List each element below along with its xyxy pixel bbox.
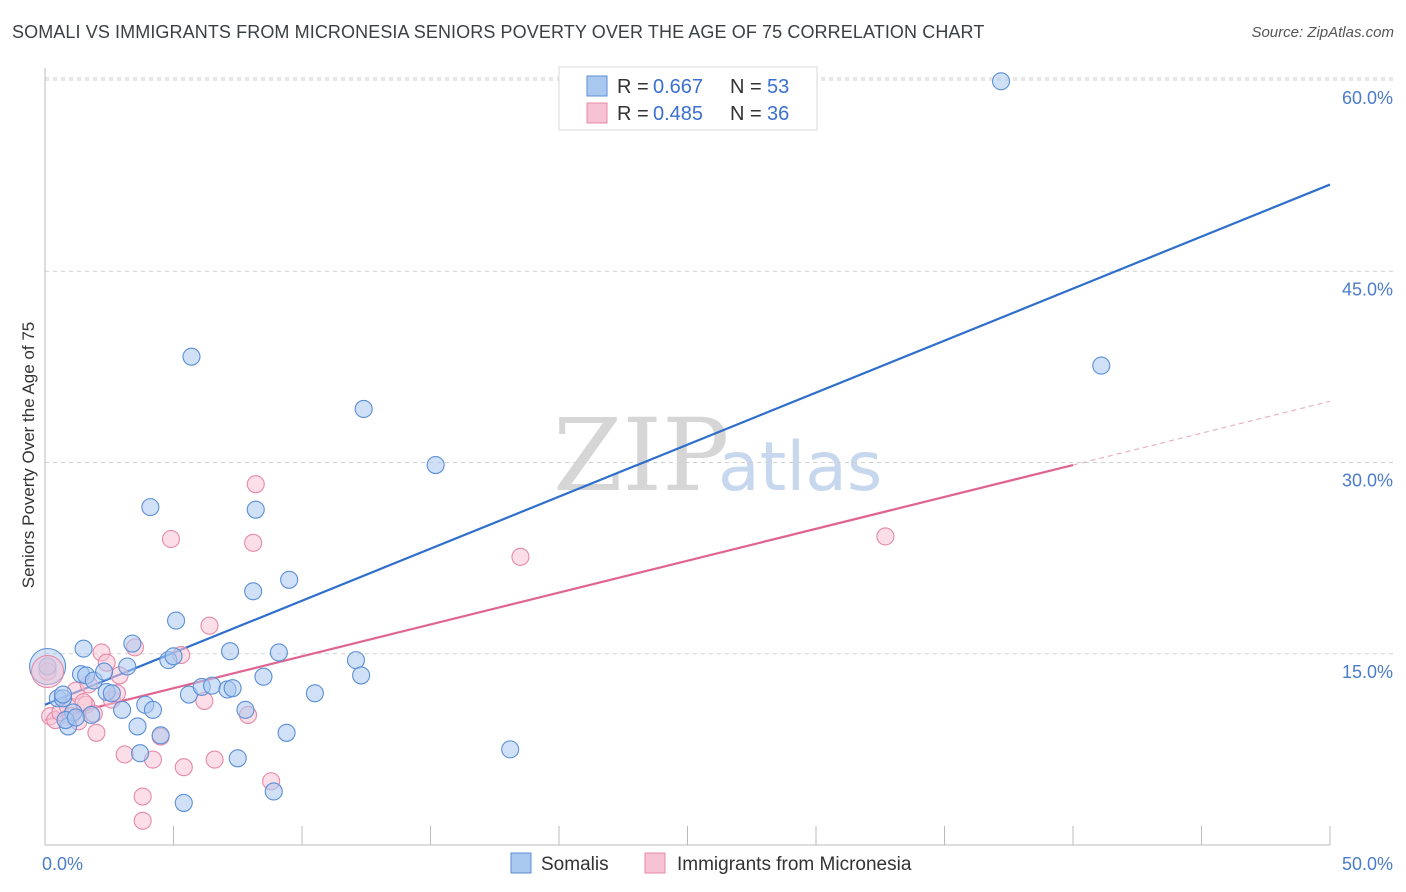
x-tick-label-max: 50.0% xyxy=(1342,854,1393,874)
somalis-point xyxy=(228,749,247,768)
somalis-point xyxy=(82,705,101,725)
gridlines xyxy=(45,77,1395,655)
somalis-point xyxy=(203,676,222,695)
bottom-legend-label-micronesia: Immigrants from Micronesia xyxy=(677,854,912,875)
somalis-point xyxy=(131,744,150,763)
somalis-point xyxy=(118,657,137,676)
micronesia-point xyxy=(205,750,224,769)
somalis-point xyxy=(426,455,445,475)
micronesia-point xyxy=(876,527,895,546)
micronesia-point xyxy=(133,811,152,830)
y-tick-label: 60.0% xyxy=(1342,88,1393,108)
legend-n-label-somalis: N = xyxy=(730,76,762,98)
somalis-point xyxy=(280,570,299,589)
legend-r-value-somalis: 0.667 xyxy=(653,76,703,98)
somalis-point xyxy=(220,642,240,661)
legend-n-label-micronesia: N = xyxy=(730,103,762,125)
data-points xyxy=(29,72,1111,830)
somalis-point xyxy=(264,782,283,801)
somalis-point xyxy=(167,611,186,630)
legend-swatch-somalis xyxy=(586,75,608,97)
somalis-point xyxy=(151,726,170,745)
somalis-point xyxy=(95,662,114,681)
somalis-point xyxy=(1092,356,1111,375)
somalis-point xyxy=(352,666,371,685)
y-tick-label: 45.0% xyxy=(1342,279,1393,299)
somalis-point xyxy=(182,347,201,366)
legend-r-label-somalis: R = xyxy=(617,76,649,98)
legend-swatch-micronesia xyxy=(586,102,608,124)
trend-line-extension-micronesia xyxy=(1072,400,1331,466)
bottom-legend-swatch-micronesia xyxy=(644,852,666,874)
somalis-point xyxy=(102,684,121,703)
somalis-point xyxy=(277,723,296,742)
watermark-zip: ZIP xyxy=(553,397,729,514)
top-legend: R = 0.667 N = 53 R = 0.485 N = 36 xyxy=(558,66,818,131)
somalis-point xyxy=(53,685,73,704)
bottom-legend: Somalis Immigrants from Micronesia xyxy=(510,852,912,875)
micronesia-point xyxy=(244,533,263,552)
somalis-point xyxy=(141,498,160,517)
x-tick-label-min: 0.0% xyxy=(42,854,83,874)
y-axis-label: Seniors Poverty Over the Age of 75 xyxy=(19,322,38,588)
trend-lines xyxy=(44,183,1331,722)
somalis-point xyxy=(354,399,373,419)
somalis-point xyxy=(174,793,193,812)
chart-source: Source: ZipAtlas.com xyxy=(1251,24,1394,41)
somalis-point xyxy=(128,717,147,736)
somalis-point xyxy=(66,708,85,727)
legend-r-label-micronesia: R = xyxy=(617,103,649,125)
micronesia-point xyxy=(161,529,180,549)
tick-labels: 15.0% 30.0% 45.0% 60.0% 0.0% 50.0% xyxy=(42,88,1393,874)
bottom-legend-swatch-somalis xyxy=(510,852,532,874)
y-tick-label: 30.0% xyxy=(1342,471,1393,491)
watermark-atlas: atlas xyxy=(718,428,882,507)
micronesia-point-cluster xyxy=(31,655,65,689)
somalis-point xyxy=(269,643,288,662)
somalis-point xyxy=(223,679,242,698)
micronesia-point xyxy=(200,616,219,635)
somalis-point xyxy=(346,651,366,670)
micronesia-point xyxy=(511,547,530,566)
somalis-point xyxy=(123,634,142,653)
somalis-point xyxy=(143,700,162,719)
somalis-point xyxy=(74,639,93,658)
somalis-point xyxy=(254,667,273,686)
somalis-point xyxy=(164,647,183,666)
micronesia-point xyxy=(246,475,265,494)
micronesia-point xyxy=(133,787,152,806)
somalis-point xyxy=(244,582,263,601)
legend-n-value-somalis: 53 xyxy=(767,76,789,98)
legend-r-value-micronesia: 0.485 xyxy=(653,103,703,125)
axes xyxy=(44,68,1331,846)
legend-n-value-micronesia: 36 xyxy=(767,103,789,125)
bottom-legend-label-somalis: Somalis xyxy=(541,854,609,875)
micronesia-point xyxy=(115,745,134,764)
somalis-point xyxy=(246,500,265,519)
trend-line-micronesia xyxy=(44,463,1074,722)
micronesia-point xyxy=(87,723,106,742)
y-tick-label: 15.0% xyxy=(1342,662,1393,682)
trend-line-somalis xyxy=(44,183,1331,706)
chart-title: SOMALI VS IMMIGRANTS FROM MICRONESIA SEN… xyxy=(12,22,985,42)
somalis-point xyxy=(501,740,520,759)
somalis-point xyxy=(991,72,1011,91)
somalis-point xyxy=(305,684,324,703)
micronesia-point xyxy=(174,758,193,777)
somalis-point xyxy=(113,700,132,719)
somalis-point xyxy=(236,700,255,719)
